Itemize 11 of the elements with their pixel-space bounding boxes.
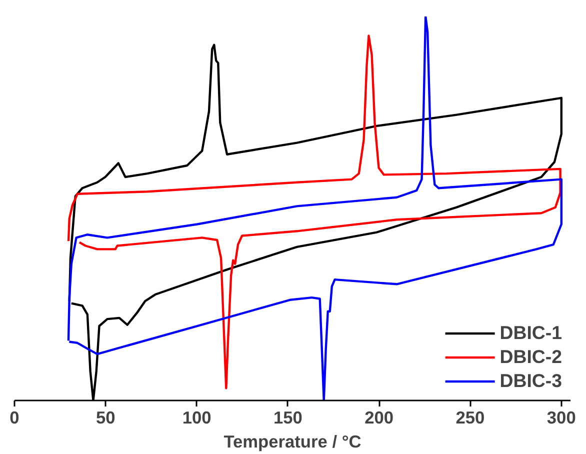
x-tick-label: 250 [456,408,485,428]
x-tick-label: 150 [273,408,302,428]
x-tick-label: 200 [364,408,394,428]
legend-label: DBIC-1 [500,322,562,344]
x-axis-title: Temperature / °C [224,432,362,452]
legend-label: DBIC-2 [500,346,562,368]
x-tick-label: 300 [546,408,576,428]
legend-label: DBIC-3 [500,370,562,392]
x-tick-label: 0 [10,408,20,428]
x-tick-label: 100 [182,408,212,428]
x-tick-label: 50 [96,408,116,428]
